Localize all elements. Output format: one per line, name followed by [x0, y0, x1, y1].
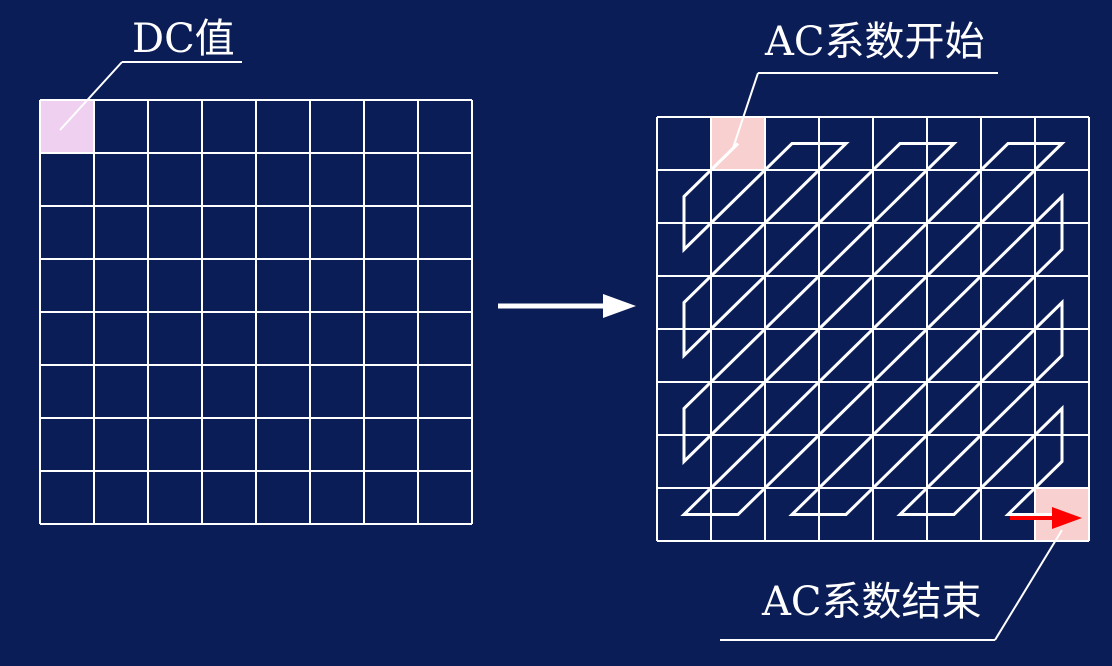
ac-start-leader	[732, 72, 759, 149]
zigzag-scan-path	[680, 142, 1066, 516]
end-arrow-head	[1052, 507, 1082, 529]
ac-end-label-group: AC系数结束	[720, 529, 1063, 641]
dc-value-cell	[40, 100, 94, 153]
transform-arrow-head	[603, 294, 636, 318]
right-zigzag-matrix	[656, 116, 1090, 542]
dc-label-leader	[59, 61, 123, 131]
end-arrow	[1010, 507, 1082, 529]
ac-start-label-group: AC系数开始	[732, 19, 998, 149]
left-matrix-grid	[39, 99, 473, 525]
dc-label-group: DC值	[59, 16, 242, 131]
dc-value-label: DC值	[132, 16, 235, 62]
ac-start-label: AC系数开始	[764, 19, 985, 65]
transform-arrow	[498, 294, 636, 318]
ac-end-label: AC系数结束	[761, 579, 982, 625]
ac-end-leader	[994, 529, 1063, 641]
left-dct-matrix	[39, 99, 473, 525]
